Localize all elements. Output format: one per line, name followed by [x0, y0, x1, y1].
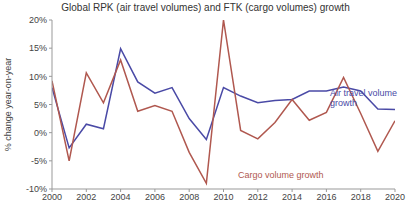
svg-text:20%: 20%	[29, 15, 47, 25]
svg-text:2000: 2000	[42, 192, 62, 203]
html-text:Global RPK (air travel volumes: Global RPK (air travel volumes) and FTK …	[61, 2, 350, 13]
svg-text:2018: 2018	[351, 192, 371, 202]
svg-text:2016: 2016	[316, 192, 336, 202]
html-text:Cargo volume growth: Cargo volume growth	[238, 170, 324, 180]
svg-text:2008: 2008	[179, 192, 199, 202]
svg-text:5%: 5%	[34, 100, 47, 110]
svg-text:% change year-on-year: % change year-on-year	[8, 58, 13, 152]
svg-text:2002: 2002	[76, 192, 96, 202]
svg-text:2010: 2010	[213, 192, 233, 202]
html-text:Air travel volume growth: Air travel volume growth	[330, 88, 397, 108]
svg-text:15%: 15%	[29, 43, 47, 53]
svg-text:-5%: -5%	[31, 156, 47, 166]
svg-text:2006: 2006	[145, 192, 165, 202]
svg-text:2020: 2020	[385, 192, 403, 202]
svg-text:2014: 2014	[282, 192, 302, 202]
svg-text:2012: 2012	[248, 192, 268, 202]
svg-text:2004: 2004	[111, 192, 131, 202]
svg-text:-10%: -10%	[26, 184, 47, 194]
svg-text:0%: 0%	[34, 128, 47, 138]
svg-text:10%: 10%	[29, 72, 47, 82]
